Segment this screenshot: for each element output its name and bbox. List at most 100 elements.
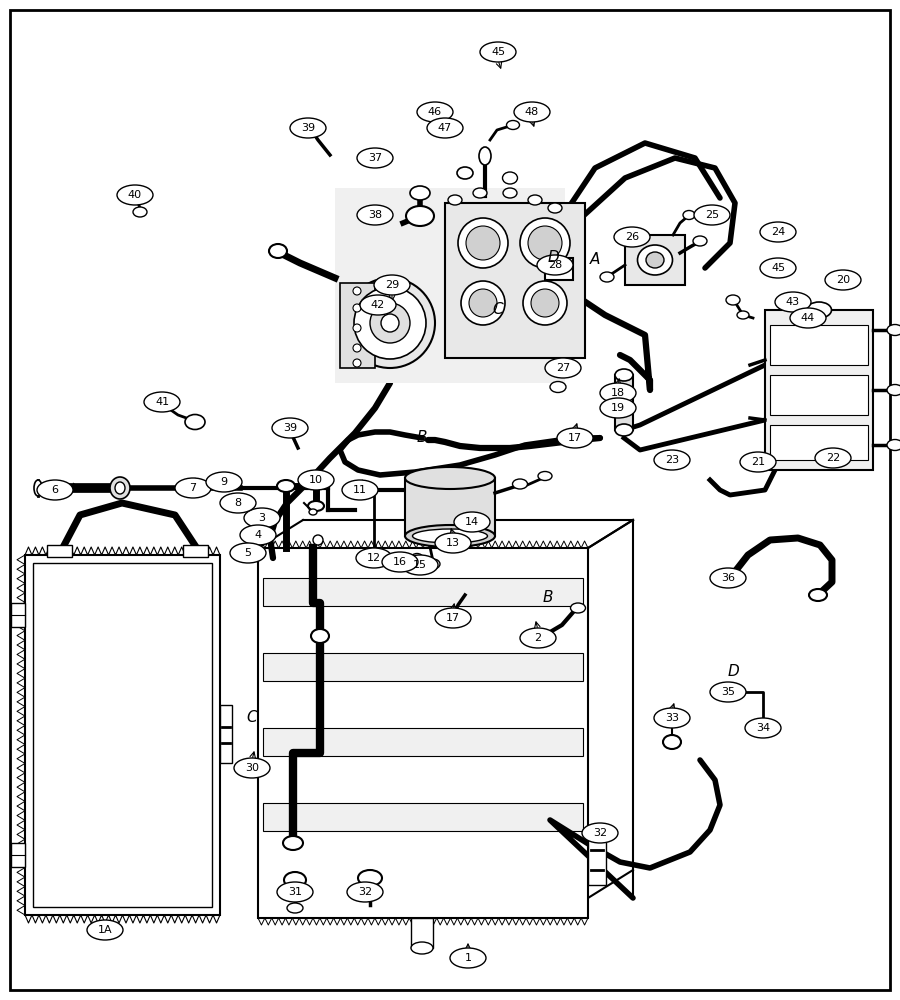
Ellipse shape	[182, 480, 204, 496]
Text: 40: 40	[128, 190, 142, 200]
Text: 32: 32	[358, 887, 372, 897]
Ellipse shape	[279, 420, 301, 436]
Text: 34: 34	[756, 723, 770, 733]
Ellipse shape	[357, 205, 393, 225]
Bar	[770, 375, 868, 415]
Text: 15: 15	[413, 560, 427, 570]
Text: D: D	[727, 664, 739, 680]
Ellipse shape	[354, 287, 426, 359]
Text: 43: 43	[786, 297, 800, 307]
Ellipse shape	[87, 920, 123, 940]
Ellipse shape	[448, 195, 462, 205]
Ellipse shape	[548, 203, 562, 213]
Ellipse shape	[115, 482, 125, 494]
Ellipse shape	[151, 394, 173, 410]
Ellipse shape	[745, 718, 781, 738]
Circle shape	[353, 324, 361, 332]
Ellipse shape	[417, 102, 453, 122]
Text: 25: 25	[705, 210, 719, 220]
Text: 18: 18	[611, 388, 625, 398]
Bar	[258, 548, 588, 918]
Ellipse shape	[514, 102, 550, 122]
Text: 45: 45	[771, 263, 785, 273]
Ellipse shape	[357, 148, 393, 168]
Text: 33: 33	[665, 713, 679, 723]
Bar	[263, 728, 583, 756]
Text: 28: 28	[548, 260, 562, 270]
Ellipse shape	[347, 882, 383, 902]
Bar	[770, 325, 868, 365]
Ellipse shape	[615, 369, 633, 381]
Ellipse shape	[244, 508, 280, 528]
Ellipse shape	[571, 603, 586, 613]
Ellipse shape	[406, 206, 434, 226]
Bar	[340, 283, 375, 368]
Text: 9: 9	[220, 477, 228, 487]
Ellipse shape	[370, 303, 410, 343]
Ellipse shape	[663, 735, 681, 749]
Ellipse shape	[550, 381, 566, 392]
Ellipse shape	[299, 119, 317, 132]
Text: 17: 17	[568, 433, 582, 443]
Text: 7: 7	[189, 483, 196, 493]
Ellipse shape	[427, 118, 463, 138]
Text: C: C	[492, 302, 503, 318]
Text: 1A: 1A	[98, 925, 112, 935]
Circle shape	[353, 344, 361, 352]
Text: 39: 39	[283, 423, 297, 433]
Text: 2: 2	[535, 633, 542, 643]
Ellipse shape	[283, 836, 303, 850]
Ellipse shape	[175, 478, 211, 498]
Ellipse shape	[216, 476, 232, 488]
Circle shape	[531, 289, 559, 317]
Ellipse shape	[405, 525, 495, 547]
Text: 4: 4	[255, 530, 262, 540]
Ellipse shape	[360, 295, 396, 315]
Bar	[263, 578, 583, 606]
Text: 5: 5	[245, 548, 251, 558]
Ellipse shape	[790, 308, 826, 328]
Ellipse shape	[298, 470, 334, 490]
Text: 45: 45	[491, 47, 505, 57]
Ellipse shape	[308, 501, 324, 511]
Circle shape	[461, 281, 505, 325]
Ellipse shape	[718, 685, 738, 699]
Ellipse shape	[737, 311, 749, 319]
Ellipse shape	[809, 589, 827, 601]
Text: 11: 11	[353, 485, 367, 495]
Ellipse shape	[726, 295, 740, 305]
Ellipse shape	[654, 450, 690, 470]
Ellipse shape	[450, 948, 486, 968]
Ellipse shape	[381, 314, 399, 332]
Ellipse shape	[825, 270, 861, 290]
Text: 37: 37	[368, 153, 382, 163]
Ellipse shape	[309, 509, 317, 515]
Ellipse shape	[537, 255, 573, 275]
Ellipse shape	[110, 477, 130, 499]
Ellipse shape	[272, 418, 308, 438]
Ellipse shape	[435, 533, 471, 553]
Circle shape	[353, 287, 361, 295]
Ellipse shape	[412, 529, 488, 543]
Ellipse shape	[234, 758, 270, 778]
Text: 8: 8	[234, 498, 241, 508]
Ellipse shape	[435, 608, 471, 628]
Ellipse shape	[694, 205, 730, 225]
Text: 14: 14	[465, 517, 479, 527]
Ellipse shape	[284, 872, 306, 888]
Ellipse shape	[710, 682, 746, 702]
Ellipse shape	[473, 188, 487, 198]
Text: 32: 32	[593, 828, 608, 838]
Text: 39: 39	[301, 123, 315, 133]
Text: 48: 48	[525, 107, 539, 117]
Ellipse shape	[411, 554, 423, 562]
Text: 16: 16	[393, 557, 407, 567]
Ellipse shape	[582, 823, 618, 843]
Circle shape	[520, 218, 570, 268]
Ellipse shape	[405, 467, 495, 489]
Ellipse shape	[345, 278, 435, 368]
Ellipse shape	[887, 324, 900, 336]
Circle shape	[466, 226, 500, 260]
Ellipse shape	[637, 245, 672, 275]
Ellipse shape	[133, 207, 147, 217]
